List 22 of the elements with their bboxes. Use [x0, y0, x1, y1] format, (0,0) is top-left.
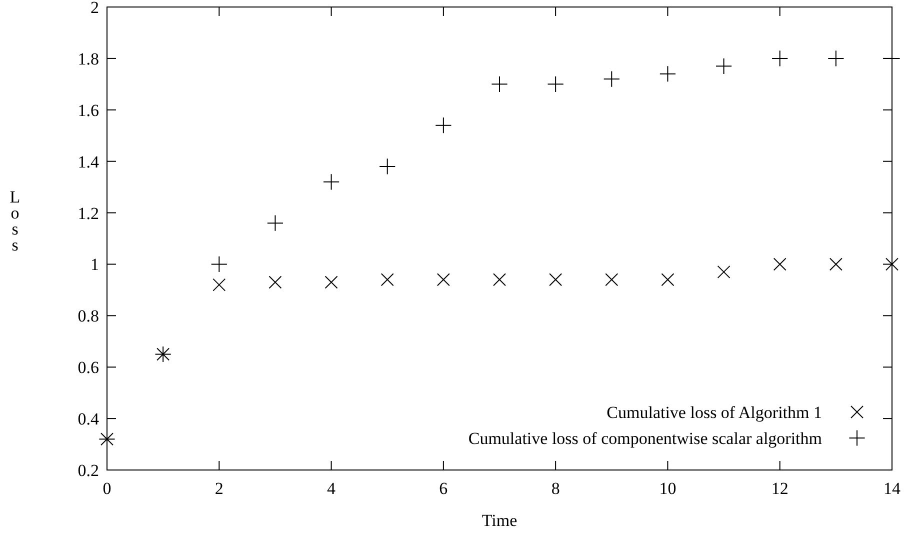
- y-tick-label: 1.8: [78, 49, 99, 68]
- x-tick-label: 14: [884, 479, 901, 498]
- y-tick-label: 1.4: [78, 152, 100, 172]
- x-tick-label: 2: [214, 479, 224, 498]
- x-tick-label: 12: [771, 479, 788, 498]
- y-tick-label: 0.2: [78, 461, 99, 480]
- x-tick-label: 4: [327, 479, 336, 498]
- y-tick-label: 1: [90, 255, 99, 274]
- y-tick-label: 0.8: [78, 306, 99, 326]
- y-axis-title: Loss: [10, 188, 20, 254]
- legend-label: Cumulative loss of componentwise scalar algorithm: [468, 429, 822, 448]
- legend-label: Cumulative loss of Algorithm 1: [606, 403, 822, 422]
- y-tick-label: 0.4: [78, 410, 100, 429]
- y-tick-label: 1.2: [78, 204, 99, 223]
- x-tick-label: 6: [439, 479, 448, 498]
- x-axis-title: Time: [482, 511, 518, 530]
- x-tick-label: 0: [102, 479, 112, 498]
- y-tick-label: 0.6: [78, 358, 99, 378]
- x-tick-label: 8: [551, 479, 560, 498]
- y-tick-label: 2: [90, 0, 99, 17]
- y-tick-label: 1.6: [78, 100, 99, 120]
- x-tick-label: 10: [659, 479, 676, 498]
